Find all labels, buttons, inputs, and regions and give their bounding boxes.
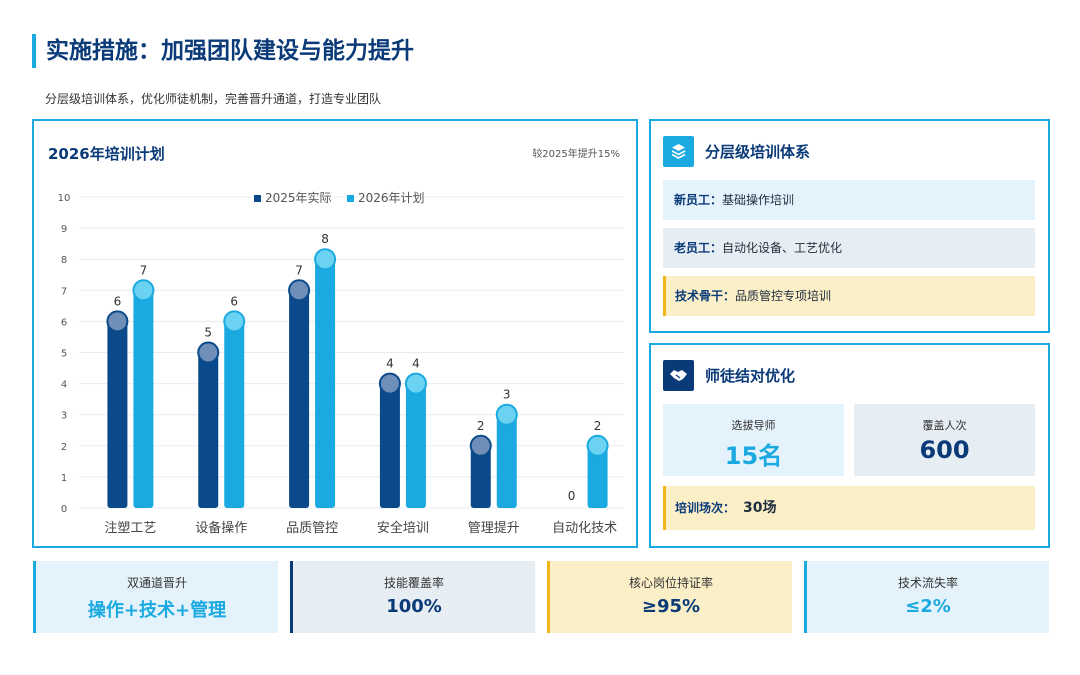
bar-cap (469, 434, 492, 457)
bar (224, 321, 245, 508)
y-tick-label: 7 (61, 286, 67, 297)
kpi-value: ≤2% (905, 596, 951, 617)
y-tick-label: 5 (61, 349, 67, 360)
legend-label: 2026年计划 (358, 191, 425, 205)
data-label: 2 (594, 419, 602, 433)
layers-icon (663, 136, 694, 167)
training-system-panel: 分层级培训体系 新员工：基础操作培训 老员工：自动化设备、工艺优化 技术骨干：品… (649, 119, 1050, 333)
bar-cap (288, 279, 311, 302)
bar-cap (197, 341, 220, 364)
y-tick-label: 4 (61, 380, 67, 391)
data-label: 8 (321, 232, 329, 246)
y-tick-label: 0 (61, 504, 67, 515)
x-tick-label: 注塑工艺 (104, 521, 156, 536)
x-tick-label: 设备操作 (195, 520, 247, 536)
data-label: 5 (204, 326, 212, 340)
data-label: 3 (503, 388, 511, 402)
mentor-count-stat: 选拔导师 15名 (663, 404, 844, 476)
mentor-panel: 师徒结对优化 选拔导师 15名 覆盖人次 600 培训场次： 30场 (649, 343, 1050, 548)
row-text: 基础操作培训 (722, 193, 795, 207)
y-tick-label: 2 (61, 442, 67, 453)
x-tick-label: 自动化技术 (552, 521, 617, 536)
legend-swatch (254, 195, 261, 202)
kpi-value: 100% (386, 596, 442, 617)
kpi-label: 双通道晋升 (126, 576, 187, 590)
chart-title: 2026年培训计划 (48, 145, 165, 163)
bar-cap (586, 434, 609, 457)
y-tick-label: 8 (61, 255, 67, 266)
bar (289, 290, 310, 508)
session-row: 培训场次： 30场 (663, 486, 1035, 530)
bar-cap (495, 403, 518, 426)
training-row-senior-staff: 老员工：自动化设备、工艺优化 (663, 228, 1035, 268)
bar-cap (106, 310, 129, 333)
y-tick-label: 9 (61, 224, 67, 235)
training-row-tech-backbone: 技术骨干：品质管控专项培训 (663, 276, 1035, 316)
row-label: 新员工： (674, 193, 723, 207)
data-label: 0 (568, 489, 576, 503)
kpi-card-skill-coverage: 技能覆盖率 100% (290, 561, 535, 633)
data-label: 7 (140, 263, 148, 277)
kpi-value: 操作+技术+管理 (87, 600, 227, 621)
bar (315, 259, 336, 508)
bar (587, 445, 608, 508)
chart-note: 较2025年提升15% (532, 149, 620, 160)
kpi-card-promotion: 双通道晋升 操作+技术+管理 (33, 561, 278, 633)
kpi-card-attrition: 技术流失率 ≤2% (804, 561, 1049, 633)
bar (198, 352, 219, 508)
data-label: 7 (295, 263, 303, 277)
kpi-label: 技能覆盖率 (383, 576, 444, 590)
session-value: 30场 (743, 500, 777, 516)
data-label: 6 (230, 294, 238, 308)
y-tick-label: 3 (61, 411, 67, 422)
row-text: 品质管控专项培训 (735, 289, 832, 303)
training-row-new-staff: 新员工：基础操作培训 (663, 180, 1035, 220)
bar (470, 445, 491, 508)
page-title: 实施措施：加强团队建设与能力提升 (46, 38, 414, 64)
training-system-title: 分层级培训体系 (705, 143, 811, 161)
mentor-title: 师徒结对优化 (705, 367, 796, 385)
stat-label: 选拔导师 (731, 419, 776, 432)
handshake-icon (663, 360, 694, 391)
y-tick-label: 10 (58, 193, 71, 204)
data-label: 4 (386, 357, 394, 371)
bar-cap (223, 310, 246, 333)
data-label: 2 (477, 419, 485, 433)
training-chart-panel: 0 1 2 3 4 5 6 7 8 9 10 2025年实际 2026年计划注塑工艺 6 7 设备操作 5 6 品质… (32, 119, 638, 548)
bar (496, 414, 517, 508)
bar (107, 321, 128, 508)
stat-value: 15名 (724, 442, 783, 470)
kpi-label: 技术流失率 (897, 576, 958, 590)
row-label: 技术骨干： (675, 289, 736, 303)
bar (405, 383, 426, 508)
kpi-card-certification: 核心岗位持证率 ≥95% (547, 561, 792, 633)
x-tick-label: 安全培训 (377, 520, 429, 536)
data-label: 6 (114, 294, 122, 308)
bar (133, 290, 154, 508)
data-label: 4 (412, 357, 420, 371)
page-subtitle: 分层级培训体系，优化师徒机制，完善晋升通道，打造专业团队 (45, 92, 382, 106)
y-tick-label: 6 (61, 317, 67, 328)
legend-swatch (347, 195, 354, 202)
row-label: 老员工： (674, 241, 723, 255)
bar-cap (378, 372, 401, 395)
y-tick-label: 1 (61, 473, 67, 484)
row-text: 自动化设备、工艺优化 (722, 241, 843, 255)
x-tick-label: 管理提升 (468, 520, 520, 536)
stat-value: 600 (919, 436, 970, 464)
bar-cap (404, 372, 427, 395)
coverage-stat: 覆盖人次 600 (854, 404, 1035, 476)
kpi-value: ≥95% (641, 596, 701, 617)
legend-label: 2025年实际 (265, 190, 332, 205)
title-accent-bar (32, 34, 36, 68)
x-tick-label: 品质管控 (286, 521, 338, 536)
bar-cap (132, 279, 155, 302)
session-label: 培训场次： (675, 501, 736, 515)
bar (379, 383, 400, 508)
kpi-label: 核心岗位持证率 (628, 576, 713, 590)
bar-cap (314, 248, 337, 271)
stat-label: 覆盖人次 (922, 419, 967, 432)
